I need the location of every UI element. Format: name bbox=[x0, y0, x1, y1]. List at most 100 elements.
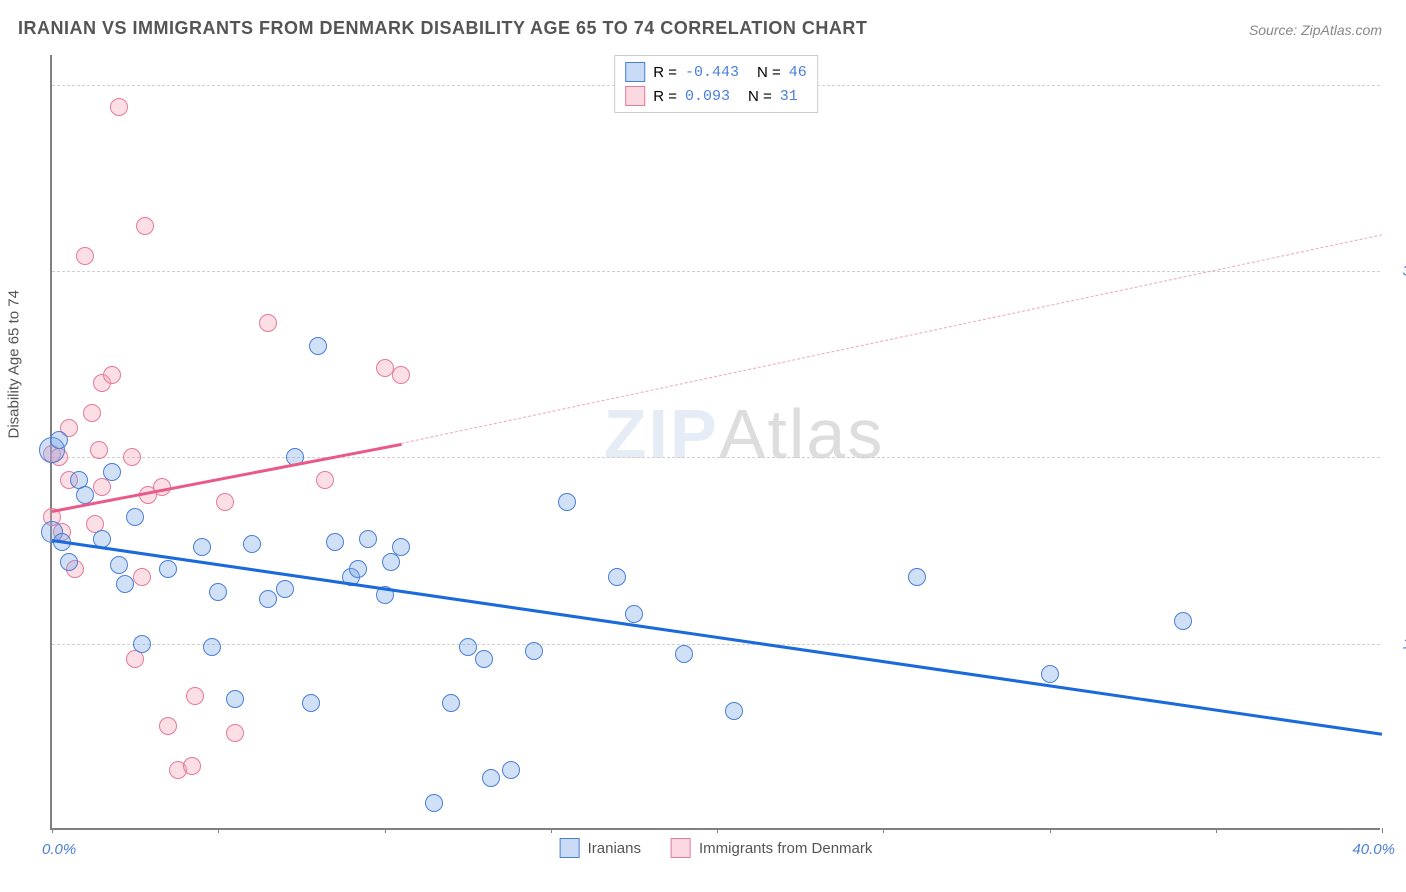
legend-swatch-pink bbox=[625, 86, 645, 106]
legend-series: Iranians Immigrants from Denmark bbox=[560, 838, 873, 858]
scatter-point-blue bbox=[502, 761, 520, 779]
watermark-bold: ZIP bbox=[604, 395, 719, 473]
scatter-point-pink bbox=[133, 568, 151, 586]
x-tick-mark bbox=[717, 828, 718, 833]
x-tick-mark bbox=[52, 828, 53, 833]
scatter-point-blue bbox=[126, 508, 144, 526]
scatter-point-blue bbox=[558, 493, 576, 511]
scatter-point-blue bbox=[50, 431, 68, 449]
scatter-point-blue bbox=[103, 463, 121, 481]
trend-line-blue bbox=[52, 539, 1382, 736]
gridline bbox=[52, 457, 1380, 458]
scatter-point-blue bbox=[203, 638, 221, 656]
scatter-point-blue bbox=[425, 794, 443, 812]
scatter-point-blue bbox=[625, 605, 643, 623]
legend-label: Immigrants from Denmark bbox=[699, 840, 872, 857]
legend-r-value: 0.093 bbox=[685, 88, 730, 105]
legend-correlation-row: R = 0.093 N = 31 bbox=[625, 84, 807, 108]
legend-n-value: 46 bbox=[789, 64, 807, 81]
x-tick-mark bbox=[1216, 828, 1217, 833]
x-tick-mark bbox=[551, 828, 552, 833]
y-tick-label: 37.5% bbox=[1385, 263, 1406, 280]
legend-swatch-pink bbox=[671, 838, 691, 858]
y-axis-label: Disability Age 65 to 74 bbox=[6, 290, 23, 438]
scatter-point-blue bbox=[475, 650, 493, 668]
scatter-point-blue bbox=[1041, 665, 1059, 683]
scatter-point-blue bbox=[442, 694, 460, 712]
legend-r-label: R = bbox=[653, 64, 677, 81]
scatter-point-blue bbox=[326, 533, 344, 551]
scatter-point-pink bbox=[259, 314, 277, 332]
scatter-point-blue bbox=[382, 553, 400, 571]
x-tick-mark bbox=[1382, 828, 1383, 833]
chart-title: IRANIAN VS IMMIGRANTS FROM DENMARK DISAB… bbox=[18, 18, 867, 39]
x-tick-label: 40.0% bbox=[1352, 841, 1395, 858]
scatter-point-blue bbox=[675, 645, 693, 663]
scatter-point-blue bbox=[226, 690, 244, 708]
scatter-point-pink bbox=[103, 366, 121, 384]
scatter-point-pink bbox=[376, 359, 394, 377]
legend-swatch-blue bbox=[560, 838, 580, 858]
scatter-point-blue bbox=[525, 642, 543, 660]
scatter-point-blue bbox=[209, 583, 227, 601]
scatter-point-blue bbox=[459, 638, 477, 656]
x-tick-mark bbox=[385, 828, 386, 833]
scatter-point-blue bbox=[908, 568, 926, 586]
scatter-point-blue bbox=[482, 769, 500, 787]
scatter-point-blue bbox=[1174, 612, 1192, 630]
legend-item-pink: Immigrants from Denmark bbox=[671, 838, 872, 858]
scatter-point-pink bbox=[110, 98, 128, 116]
scatter-point-pink bbox=[316, 471, 334, 489]
trend-line-pink-dashed bbox=[401, 234, 1382, 444]
scatter-point-blue bbox=[76, 486, 94, 504]
scatter-point-blue bbox=[392, 538, 410, 556]
watermark-thin: Atlas bbox=[719, 395, 885, 473]
legend-item-blue: Iranians bbox=[560, 838, 641, 858]
scatter-point-pink bbox=[123, 448, 141, 466]
scatter-point-pink bbox=[392, 366, 410, 384]
scatter-point-blue bbox=[608, 568, 626, 586]
scatter-point-blue bbox=[60, 553, 78, 571]
scatter-point-blue bbox=[302, 694, 320, 712]
legend-correlation-row: R = -0.443 N = 46 bbox=[625, 60, 807, 84]
scatter-point-blue bbox=[116, 575, 134, 593]
x-tick-mark bbox=[1050, 828, 1051, 833]
legend-n-value: 31 bbox=[780, 88, 798, 105]
scatter-point-pink bbox=[76, 247, 94, 265]
scatter-point-pink bbox=[136, 217, 154, 235]
x-tick-label: 0.0% bbox=[42, 841, 76, 858]
legend-swatch-blue bbox=[625, 62, 645, 82]
watermark: ZIPAtlas bbox=[604, 394, 885, 474]
scatter-point-pink bbox=[226, 724, 244, 742]
gridline bbox=[52, 271, 1380, 272]
legend-correlation-box: R = -0.443 N = 46 R = 0.093 N = 31 bbox=[614, 55, 818, 113]
scatter-point-blue bbox=[725, 702, 743, 720]
scatter-point-blue bbox=[359, 530, 377, 548]
scatter-point-blue bbox=[133, 635, 151, 653]
legend-r-label: R = bbox=[653, 88, 677, 105]
scatter-point-blue bbox=[243, 535, 261, 553]
scatter-point-blue bbox=[259, 590, 277, 608]
x-tick-mark bbox=[218, 828, 219, 833]
scatter-point-pink bbox=[183, 757, 201, 775]
legend-label: Iranians bbox=[588, 840, 641, 857]
scatter-point-blue bbox=[276, 580, 294, 598]
scatter-point-pink bbox=[83, 404, 101, 422]
source-attribution: Source: ZipAtlas.com bbox=[1249, 22, 1382, 38]
scatter-point-pink bbox=[186, 687, 204, 705]
gridline bbox=[52, 644, 1380, 645]
scatter-point-pink bbox=[90, 441, 108, 459]
x-tick-mark bbox=[883, 828, 884, 833]
legend-n-label: N = bbox=[748, 88, 772, 105]
legend-r-value: -0.443 bbox=[685, 64, 739, 81]
chart-plot-area: ZIPAtlas R =-0.443N =46R = 0.093N =31 Ir… bbox=[50, 55, 1380, 830]
scatter-point-blue bbox=[309, 337, 327, 355]
scatter-point-blue bbox=[159, 560, 177, 578]
scatter-point-pink bbox=[216, 493, 234, 511]
y-tick-label: 12.5% bbox=[1385, 635, 1406, 652]
scatter-point-blue bbox=[193, 538, 211, 556]
scatter-point-blue bbox=[349, 560, 367, 578]
scatter-point-blue bbox=[110, 556, 128, 574]
legend-n-label: N = bbox=[757, 64, 781, 81]
scatter-point-pink bbox=[159, 717, 177, 735]
